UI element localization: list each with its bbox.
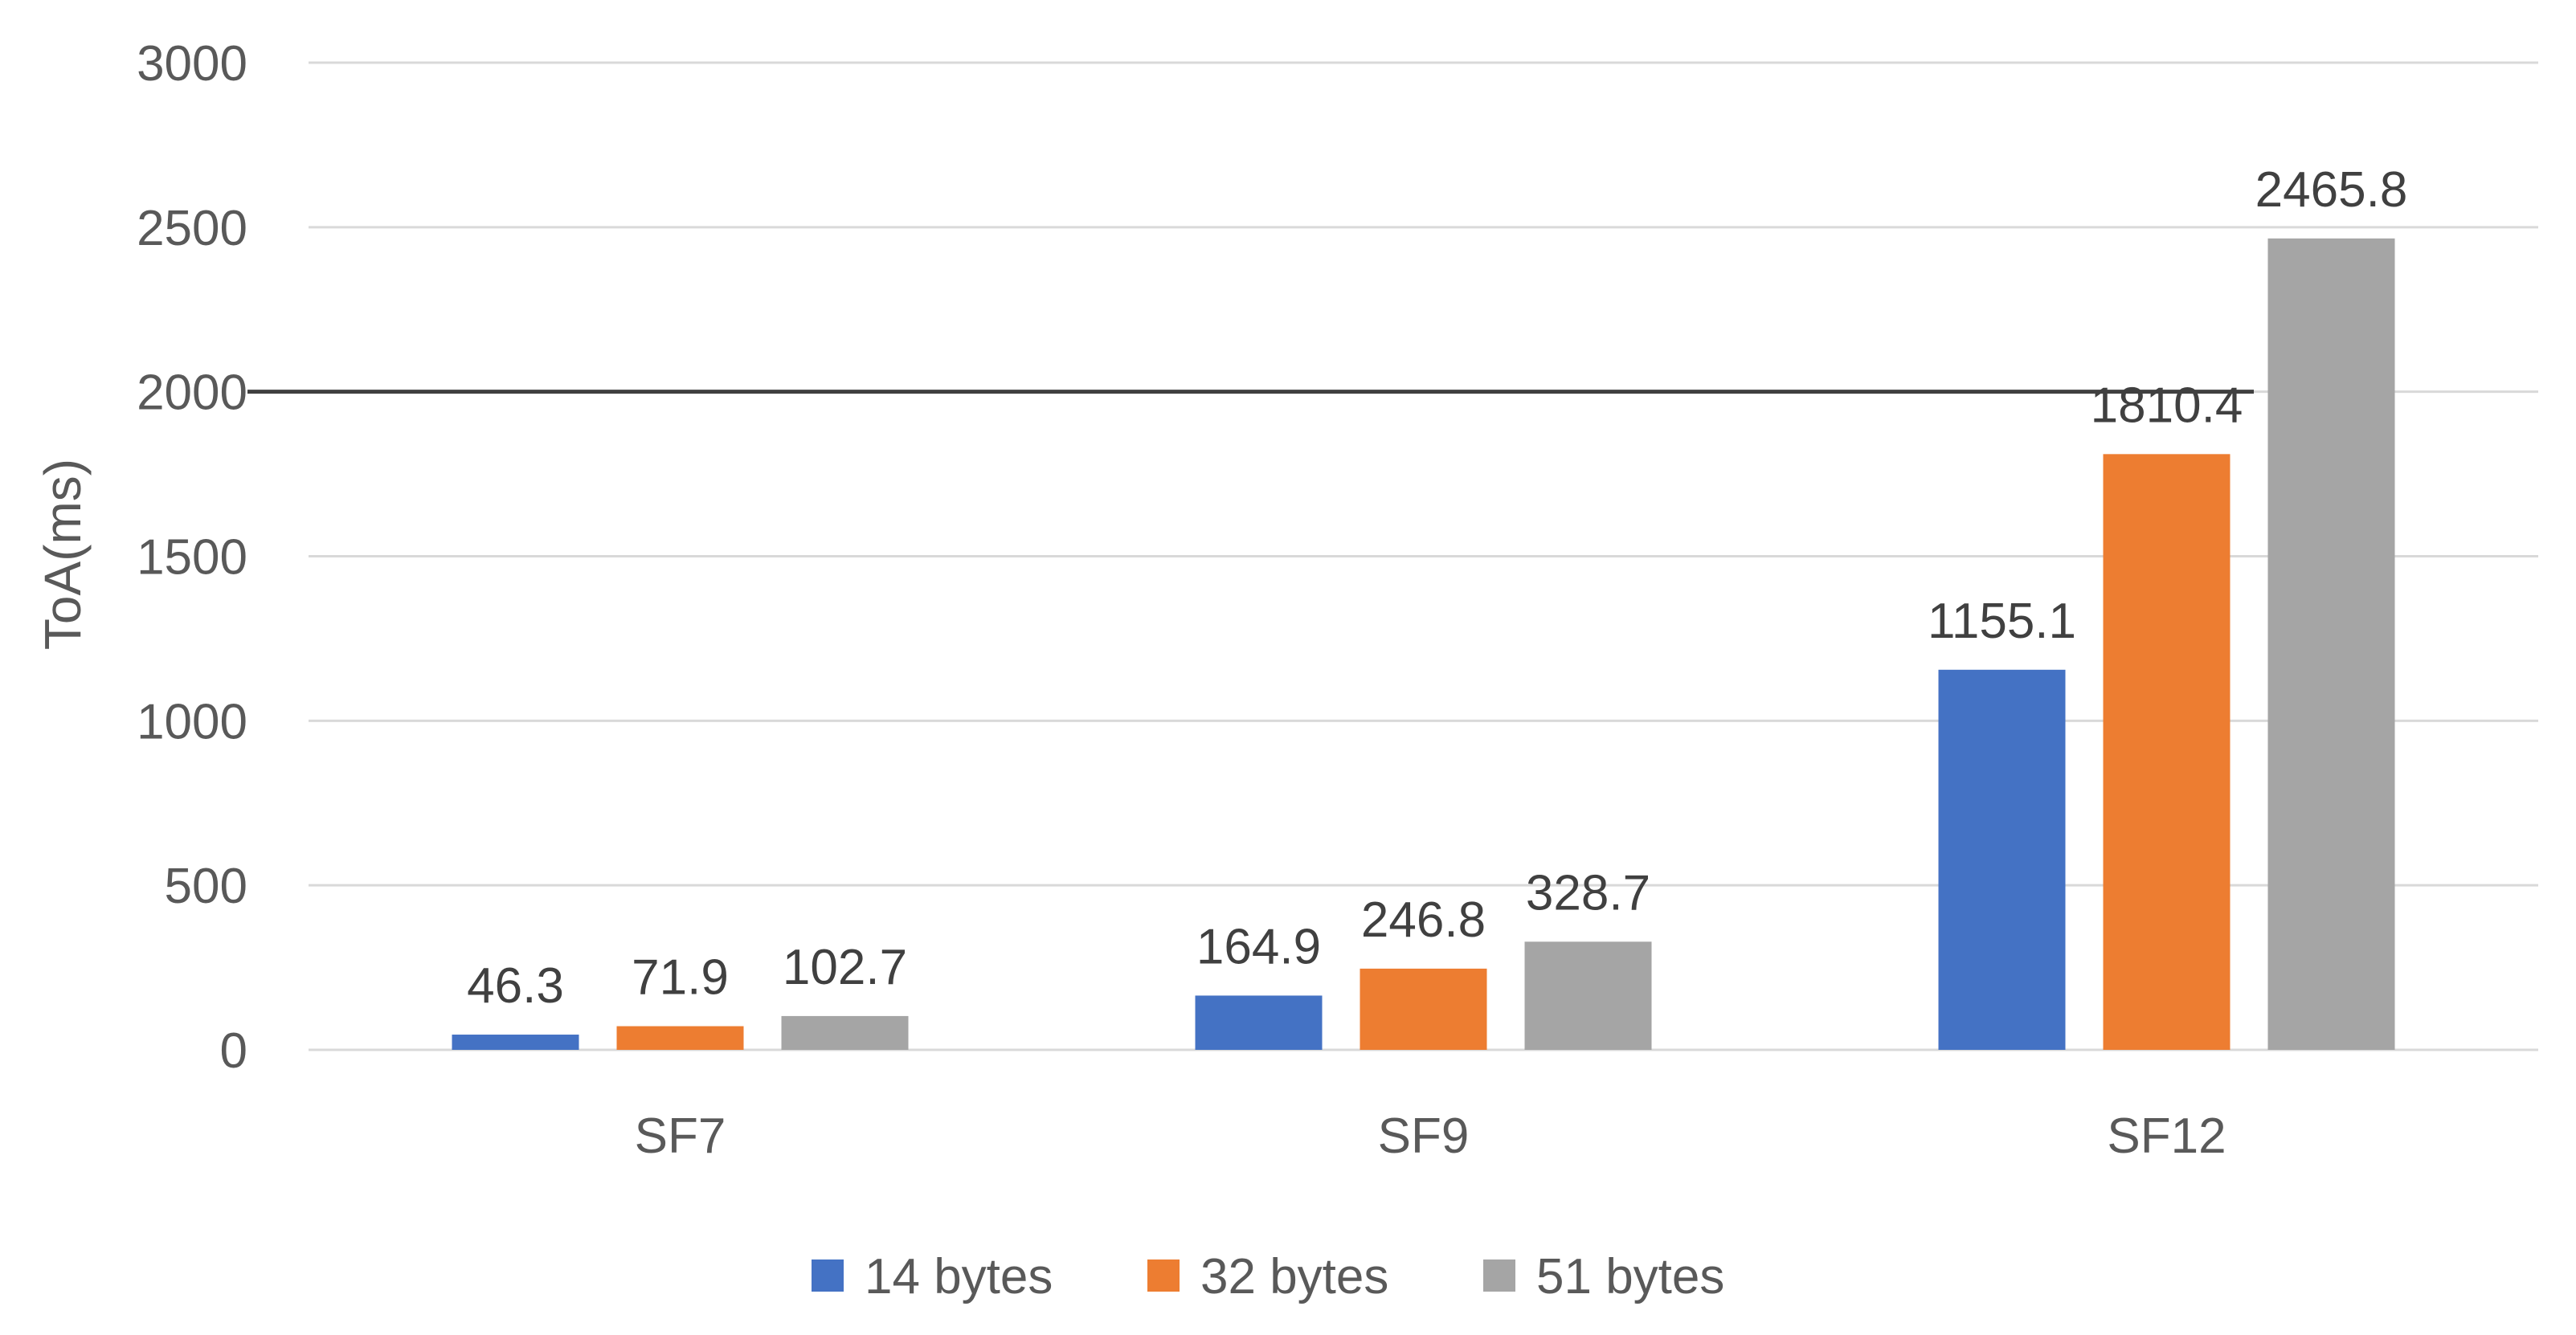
y-axis-label: ToA(ms)	[34, 459, 92, 650]
legend-swatch	[1483, 1259, 1515, 1292]
y-tick-label: 2500	[137, 201, 247, 256]
legend-swatch	[812, 1259, 844, 1292]
bar	[2103, 454, 2230, 1050]
legend-label: 32 bytes	[1200, 1249, 1388, 1304]
data-label: 102.7	[783, 940, 907, 995]
bar	[616, 1026, 744, 1050]
data-label: 1155.1	[1928, 594, 2076, 649]
legend-swatch	[1147, 1259, 1180, 1292]
legend-label: 14 bytes	[865, 1249, 1053, 1304]
data-label: 1810.4	[2091, 378, 2243, 433]
y-tick-label: 3000	[137, 36, 247, 92]
bar	[1938, 669, 2066, 1050]
bar	[1195, 995, 1323, 1050]
y-tick-label: 0	[220, 1023, 247, 1079]
data-label: 46.3	[467, 958, 564, 1014]
y-tick-label: 1000	[137, 694, 247, 749]
bar	[781, 1015, 909, 1050]
data-label: 71.9	[632, 950, 729, 1006]
x-tick-label: SF7	[635, 1108, 726, 1164]
data-label: 164.9	[1196, 919, 1321, 974]
y-tick-label: 500	[165, 859, 247, 914]
y-tick-label: 2000	[137, 365, 247, 421]
legend-label: 51 bytes	[1536, 1249, 1724, 1304]
bar	[1524, 941, 1652, 1050]
x-tick-label: SF9	[1378, 1108, 1470, 1164]
data-label: 328.7	[1526, 865, 1650, 921]
data-label: 2465.8	[2255, 162, 2408, 218]
bar	[2267, 238, 2395, 1050]
bar	[452, 1035, 579, 1050]
bar	[1360, 968, 1487, 1050]
y-tick-label: 1500	[137, 530, 247, 586]
data-label: 246.8	[1361, 892, 1486, 948]
x-tick-label: SF12	[2107, 1108, 2226, 1164]
